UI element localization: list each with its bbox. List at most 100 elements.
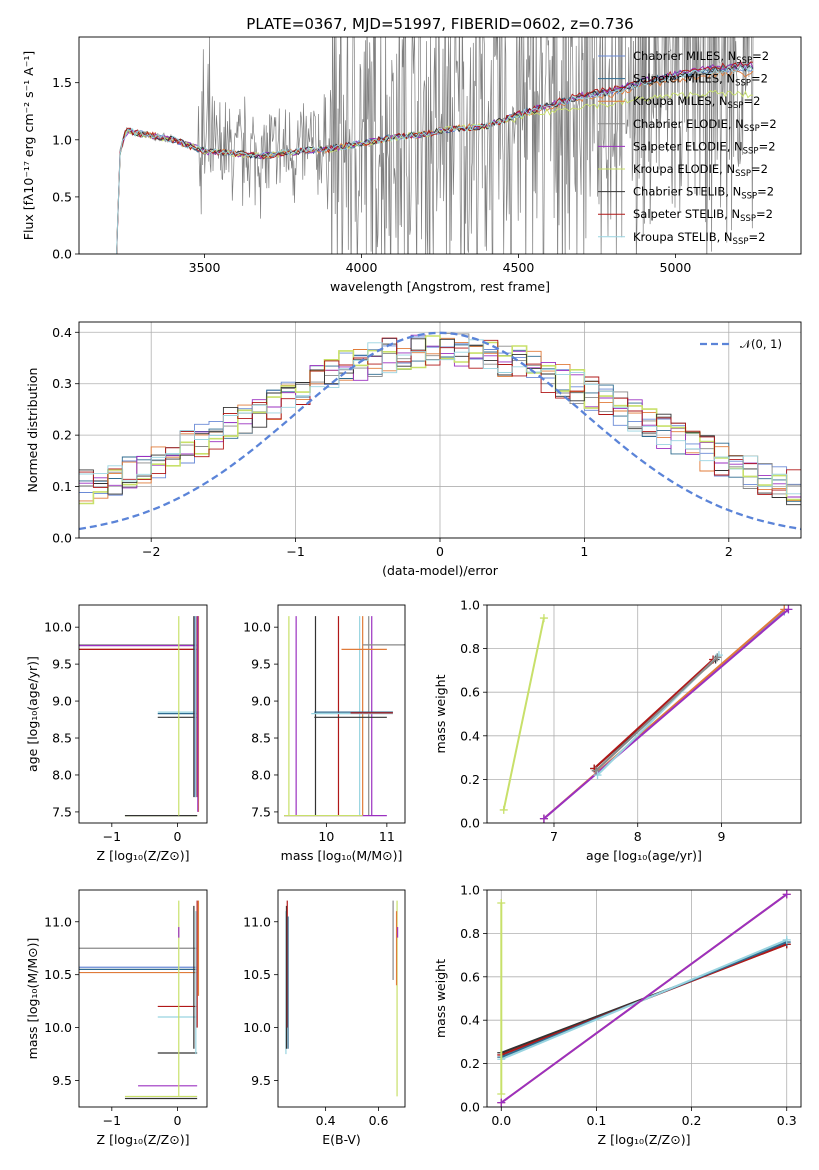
- x-tick-label: 4000: [346, 260, 378, 275]
- y-axis-label: mass [log₁₀(M/M⊙)]: [25, 938, 40, 1060]
- y-tick-label: 0.0: [52, 247, 72, 262]
- x-tick-label: 10: [318, 829, 334, 844]
- x-tick-label: −1: [103, 1113, 121, 1128]
- figure-title: PLATE=0367, MJD=51997, FIBERID=0602, z=0…: [246, 15, 633, 33]
- legend-entry: Kroupa ELODIE, NSSP=2: [633, 162, 768, 179]
- x-axis-label: E(B-V): [322, 1132, 361, 1147]
- x-tick-label: 0.4: [316, 1113, 336, 1128]
- panel-residuals: −2 −1 0 1 2 0.0 0.1 0.2 0.3 0.4 (data-model)/error…: [25, 321, 802, 578]
- plot-area: [487, 605, 801, 823]
- y-tick-label: 0.1: [52, 479, 72, 494]
- y-tick-label: 8.0: [251, 767, 271, 782]
- plot-area: [79, 616, 200, 817]
- x-tick-label: 0.2: [682, 1113, 702, 1128]
- x-tick-label: −1: [103, 829, 121, 844]
- y-tick-label: 9.0: [251, 694, 271, 709]
- x-axis-label: Z [log₁₀(Z/Z⊙)]: [598, 1132, 691, 1147]
- y-axis-label: Normed distribution: [25, 368, 40, 493]
- x-tick-label: −2: [142, 544, 160, 559]
- y-tick-label: 0.2: [460, 772, 480, 787]
- x-axis-label: (data-model)/error: [382, 563, 499, 578]
- spectrum-legend: Chabrier MILES, NSSP=2 Salpeter MILES, NS…: [598, 49, 777, 247]
- y-tick-label: 9.0: [52, 694, 72, 709]
- weight-point-marker: [593, 771, 602, 780]
- y-tick-label: 1.5: [52, 75, 72, 90]
- y-tick-label: 0.8: [460, 926, 480, 941]
- panel-age-vs-Z: −1 0 7.5 8.0 8.5 9.0 9.5 10.0 Z [log₁₀(Z/Z⊙)] age…: [25, 604, 208, 863]
- y-tick-label: 0.2: [460, 1056, 480, 1071]
- y-tick-label: 10.0: [243, 620, 271, 635]
- y-tick-label: 9.5: [251, 657, 271, 672]
- weight-point-marker: [782, 890, 791, 899]
- plot-area: [79, 37, 754, 254]
- x-tick-label: 3500: [189, 260, 221, 275]
- y-tick-label: 0.6: [460, 685, 480, 700]
- x-tick-label: 0.1: [586, 1113, 606, 1128]
- gaussian-legend-label: 𝒩(0, 1): [740, 337, 782, 351]
- axes-frame: [78, 604, 208, 824]
- legend-entry: Salpeter STELIB, NSSP=2: [633, 207, 773, 224]
- weight-point-marker: [591, 766, 600, 775]
- legend-entry: Kroupa MILES, NSSP=2: [633, 94, 760, 111]
- y-axis-label: Flux [fλ10⁻¹⁷ erg cm⁻² s⁻¹ A⁻¹]: [21, 51, 36, 240]
- y-axis-label: mass weight: [433, 959, 448, 1038]
- plot-area: [487, 890, 801, 1107]
- x-axis-label: age [log₁₀(age/yr)]: [586, 848, 702, 863]
- x-tick-label: 8: [634, 829, 642, 844]
- y-tick-label: 7.5: [52, 804, 72, 819]
- x-tick-label: 4500: [503, 260, 535, 275]
- axes-frame: [78, 321, 802, 539]
- model-spectrum-line: [116, 64, 754, 254]
- y-tick-label: 0.8: [460, 641, 480, 656]
- weight-point-marker: [539, 814, 548, 823]
- legend-entry: Chabrier STELIB, NSSP=2: [633, 185, 774, 202]
- residual-histogram-line: [79, 339, 801, 495]
- x-tick-label: 0: [436, 544, 444, 559]
- axes-frame: [486, 889, 802, 1108]
- panel-age-vs-mass: 10 11 7.5 8.0 8.5 9.0 9.5 10.0 mass [log₁₀(M/M⊙)…: [243, 604, 406, 863]
- weight-point-marker: [713, 653, 722, 662]
- model-spectrum-line: [116, 60, 754, 254]
- plot-area: [285, 900, 399, 1097]
- x-tick-label: 0.0: [491, 1113, 511, 1128]
- y-axis-label: mass weight: [433, 674, 448, 753]
- x-tick-label: −1: [286, 544, 304, 559]
- y-tick-label: 0.0: [460, 1100, 480, 1115]
- x-tick-label: 7: [550, 829, 558, 844]
- plot-area: [79, 900, 200, 1100]
- y-tick-label: 11.0: [44, 914, 72, 929]
- y-tick-label: 0.6: [460, 969, 480, 984]
- y-tick-label: 9.5: [251, 1073, 271, 1088]
- x-tick-label: 9: [717, 829, 725, 844]
- chart-panels: 3500 4000 4500 5000 0.0 0.5 1.0 1.5 wavelength […: [21, 36, 802, 1147]
- weight-series-line: [595, 656, 718, 772]
- axes-frame: [486, 604, 802, 824]
- y-tick-label: 8.5: [251, 731, 271, 746]
- axes-frame: [78, 889, 208, 1108]
- axes-frame: [277, 604, 406, 824]
- panel-weight-vs-age: 7 8 9 0.0 0.2 0.4 0.6 0.8 1.0 age [log₁₀(age/yr)]…: [433, 598, 802, 863]
- y-tick-label: 11.0: [243, 914, 271, 929]
- y-tick-label: 10.0: [243, 1020, 271, 1035]
- y-tick-label: 0.4: [460, 1013, 480, 1028]
- x-tick-label: 1: [580, 544, 588, 559]
- x-tick-label: 0: [173, 1113, 181, 1128]
- weight-point-marker: [497, 1089, 506, 1098]
- panel-weight-vs-Z: 0.0 0.1 0.2 0.3 0.0 0.2 0.4 0.6 0.8 1.0 Z [log₁₀(Z…: [433, 883, 802, 1147]
- y-tick-label: 8.0: [52, 767, 72, 782]
- y-tick-label: 0.4: [52, 325, 72, 340]
- weight-series-line: [543, 608, 790, 820]
- weight-point-marker: [782, 935, 791, 944]
- y-tick-label: 0.0: [52, 531, 72, 546]
- residual-histogram-line: [79, 337, 801, 495]
- y-tick-label: 9.5: [52, 657, 72, 672]
- legend-entry: Chabrier MILES, NSSP=2: [633, 49, 769, 66]
- weight-series-line: [502, 617, 545, 811]
- gaussian-curve: [79, 331, 801, 531]
- y-tick-label: 8.5: [52, 731, 72, 746]
- legend-entry: Chabrier ELODIE, NSSP=2: [633, 117, 777, 134]
- weight-series-line: [500, 893, 788, 1104]
- y-tick-label: 10.0: [44, 1020, 72, 1035]
- y-axis-label: age [log₁₀(age/yr)]: [25, 656, 40, 772]
